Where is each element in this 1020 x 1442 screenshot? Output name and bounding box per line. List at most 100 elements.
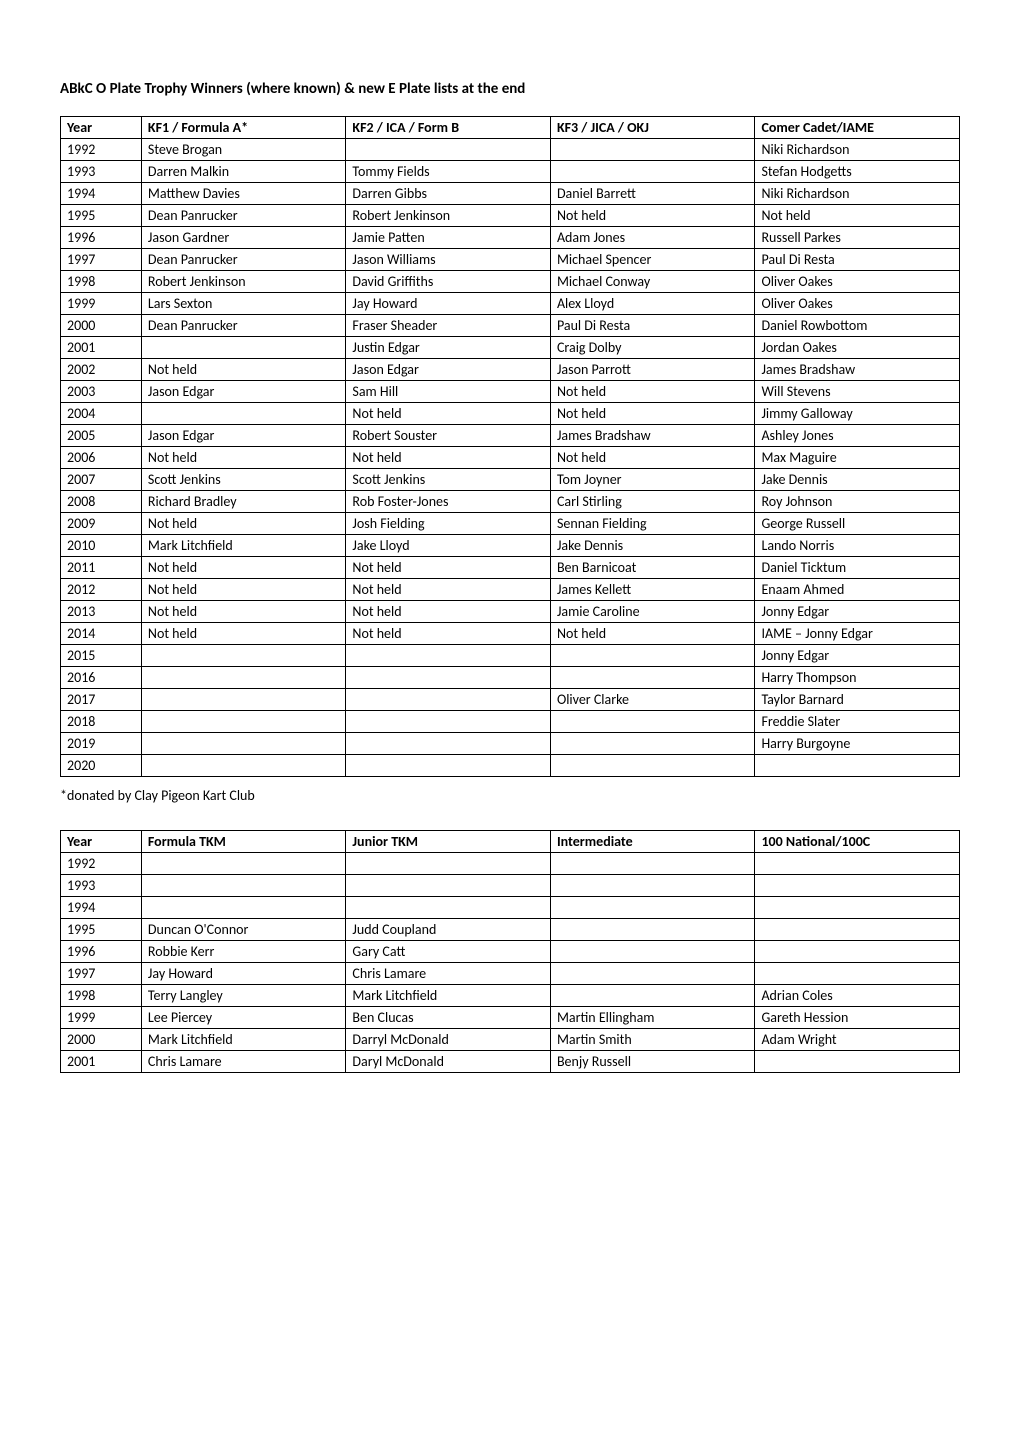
table-cell: 1996	[61, 941, 142, 963]
table-cell: 2016	[61, 667, 142, 689]
col-header: KF2 / ICA / Form B	[346, 117, 551, 139]
table-cell: 1997	[61, 249, 142, 271]
table-row: 1996Robbie KerrGary Catt	[61, 941, 960, 963]
table-cell: 1999	[61, 293, 142, 315]
table-cell: Duncan O'Connor	[141, 919, 346, 941]
table-cell	[346, 853, 551, 875]
table-cell: Freddie Slater	[755, 711, 960, 733]
table-cell: 2020	[61, 755, 142, 777]
table-cell: 2001	[61, 337, 142, 359]
table-row: 2007Scott JenkinsScott JenkinsTom Joyner…	[61, 469, 960, 491]
table-cell: Jason Williams	[346, 249, 551, 271]
table-cell: Harry Thompson	[755, 667, 960, 689]
table-row: 2000Mark LitchfieldDarryl McDonaldMartin…	[61, 1029, 960, 1051]
table-row: 2015Jonny Edgar	[61, 645, 960, 667]
table-cell: Paul Di Resta	[550, 315, 755, 337]
table-row: 1993Darren MalkinTommy FieldsStefan Hodg…	[61, 161, 960, 183]
col-header: KF1 / Formula A*	[141, 117, 346, 139]
table-row: 1997Dean PanruckerJason WilliamsMichael …	[61, 249, 960, 271]
table-row: 1999Lee PierceyBen ClucasMartin Ellingha…	[61, 1007, 960, 1029]
table-cell	[755, 853, 960, 875]
table-cell	[141, 645, 346, 667]
table-cell	[550, 711, 755, 733]
table-cell: 1995	[61, 205, 142, 227]
table-cell: Stefan Hodgetts	[755, 161, 960, 183]
table-cell: Jason Edgar	[141, 381, 346, 403]
table-cell: Adam Jones	[550, 227, 755, 249]
table-cell	[755, 755, 960, 777]
table-cell: Jake Lloyd	[346, 535, 551, 557]
table-row: 1994Matthew DaviesDarren GibbsDaniel Bar…	[61, 183, 960, 205]
table-cell: Terry Langley	[141, 985, 346, 1007]
table-cell: 1992	[61, 853, 142, 875]
table-cell: Robert Jenkinson	[346, 205, 551, 227]
table-row: 2014Not heldNot heldNot heldIAME – Jonny…	[61, 623, 960, 645]
table-cell: Robert Jenkinson	[141, 271, 346, 293]
table-cell: 2011	[61, 557, 142, 579]
table-cell	[550, 919, 755, 941]
table-cell: Gareth Hession	[755, 1007, 960, 1029]
table-row: 2010Mark LitchfieldJake LloydJake Dennis…	[61, 535, 960, 557]
table-cell: Mark Litchfield	[346, 985, 551, 1007]
table-cell: Daniel Barrett	[550, 183, 755, 205]
table-cell: Jordan Oakes	[755, 337, 960, 359]
table-header-row: Year KF1 / Formula A* KF2 / ICA / Form B…	[61, 117, 960, 139]
table-cell	[550, 897, 755, 919]
table-cell	[346, 645, 551, 667]
table-cell: Oliver Oakes	[755, 293, 960, 315]
table-cell: Oliver Clarke	[550, 689, 755, 711]
table-cell: Max Maguire	[755, 447, 960, 469]
table-cell: Scott Jenkins	[141, 469, 346, 491]
table-cell: Fraser Sheader	[346, 315, 551, 337]
table-cell: Craig Dolby	[550, 337, 755, 359]
table-cell: Not held	[346, 623, 551, 645]
page-heading: ABkC O Plate Trophy Winners (where known…	[60, 80, 960, 98]
table-cell: Gary Catt	[346, 941, 551, 963]
table-cell: Jimmy Galloway	[755, 403, 960, 425]
table-row: 2011Not heldNot heldBen BarnicoatDaniel …	[61, 557, 960, 579]
table-cell: Chris Lamare	[141, 1051, 346, 1073]
table-cell: Judd Coupland	[346, 919, 551, 941]
table-cell	[550, 139, 755, 161]
table-cell: Will Stevens	[755, 381, 960, 403]
table-cell: 1994	[61, 897, 142, 919]
col-header: Year	[61, 831, 142, 853]
table-cell: 2000	[61, 1029, 142, 1051]
table-cell: 2012	[61, 579, 142, 601]
table-cell: 2000	[61, 315, 142, 337]
table-cell	[141, 755, 346, 777]
table-cell: Carl Stirling	[550, 491, 755, 513]
table-cell: 1993	[61, 875, 142, 897]
table-cell: Lee Piercey	[141, 1007, 346, 1029]
table-cell: Ben Clucas	[346, 1007, 551, 1029]
table-cell: 2017	[61, 689, 142, 711]
table-row: 2006Not heldNot heldNot heldMax Maguire	[61, 447, 960, 469]
table-cell	[755, 897, 960, 919]
table-cell: Jason Gardner	[141, 227, 346, 249]
table-cell: 2007	[61, 469, 142, 491]
table-cell: Sam Hill	[346, 381, 551, 403]
table-cell: Dean Panrucker	[141, 205, 346, 227]
table-cell: Not held	[141, 601, 346, 623]
table-row: 2016 Harry Thompson	[61, 667, 960, 689]
table-cell	[346, 897, 551, 919]
table-cell: Not held	[550, 447, 755, 469]
table-cell	[141, 711, 346, 733]
table-cell: Chris Lamare	[346, 963, 551, 985]
table-cell: Russell Parkes	[755, 227, 960, 249]
table-cell: 2003	[61, 381, 142, 403]
table-cell: 2005	[61, 425, 142, 447]
table-cell	[550, 985, 755, 1007]
table-cell: Jason Parrott	[550, 359, 755, 381]
table-cell: Rob Foster-Jones	[346, 491, 551, 513]
table-row: 1999Lars SextonJay HowardAlex LloydOlive…	[61, 293, 960, 315]
table-cell: Enaam Ahmed	[755, 579, 960, 601]
table-cell: Lars Sexton	[141, 293, 346, 315]
table-cell: Jonny Edgar	[755, 601, 960, 623]
table-cell: Not held	[550, 205, 755, 227]
table-cell	[755, 875, 960, 897]
table-cell: Lando Norris	[755, 535, 960, 557]
table-cell: Martin Smith	[550, 1029, 755, 1051]
table-cell: Not held	[141, 623, 346, 645]
table-cell: 2014	[61, 623, 142, 645]
